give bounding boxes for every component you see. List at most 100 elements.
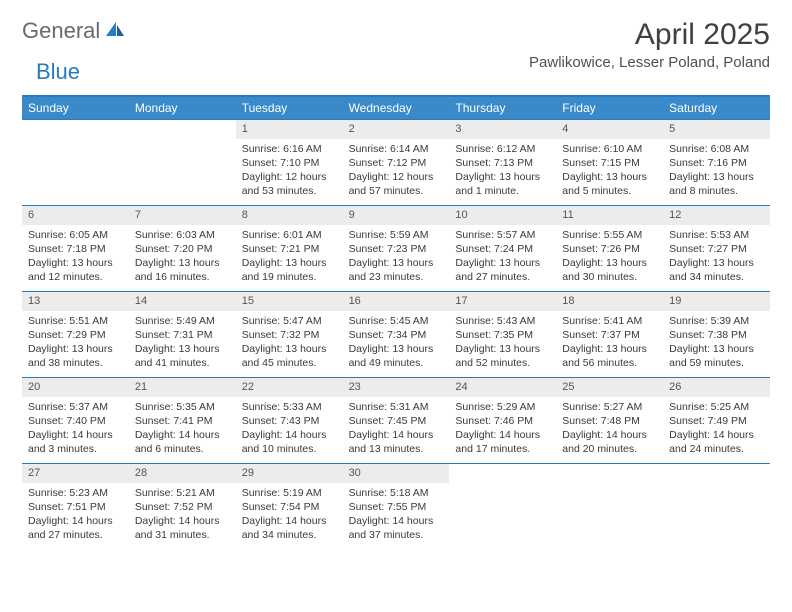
brand-part1: General bbox=[22, 18, 100, 44]
calendar-cell: 23Sunrise: 5:31 AMSunset: 7:45 PMDayligh… bbox=[343, 377, 450, 463]
day-body: Sunrise: 6:12 AMSunset: 7:13 PMDaylight:… bbox=[449, 139, 556, 205]
day-number: 1 bbox=[236, 120, 343, 139]
daylight-text: Daylight: 14 hours and 17 minutes. bbox=[455, 428, 550, 456]
sunrise-text: Sunrise: 5:47 AM bbox=[242, 314, 337, 328]
day-number: 28 bbox=[129, 464, 236, 483]
day-number: 16 bbox=[343, 292, 450, 311]
calendar-cell: 20Sunrise: 5:37 AMSunset: 7:40 PMDayligh… bbox=[22, 377, 129, 463]
calendar-cell: 21Sunrise: 5:35 AMSunset: 7:41 PMDayligh… bbox=[129, 377, 236, 463]
sunrise-text: Sunrise: 5:21 AM bbox=[135, 486, 230, 500]
daylight-text: Daylight: 14 hours and 3 minutes. bbox=[28, 428, 123, 456]
day-number: 23 bbox=[343, 378, 450, 397]
calendar-cell-empty bbox=[129, 119, 236, 205]
sunrise-text: Sunrise: 6:16 AM bbox=[242, 142, 337, 156]
calendar-cell: 16Sunrise: 5:45 AMSunset: 7:34 PMDayligh… bbox=[343, 291, 450, 377]
calendar-cell: 25Sunrise: 5:27 AMSunset: 7:48 PMDayligh… bbox=[556, 377, 663, 463]
daylight-text: Daylight: 14 hours and 34 minutes. bbox=[242, 514, 337, 542]
calendar-cell: 29Sunrise: 5:19 AMSunset: 7:54 PMDayligh… bbox=[236, 463, 343, 549]
calendar-cell: 22Sunrise: 5:33 AMSunset: 7:43 PMDayligh… bbox=[236, 377, 343, 463]
daylight-text: Daylight: 13 hours and 23 minutes. bbox=[349, 256, 444, 284]
daylight-text: Daylight: 14 hours and 24 minutes. bbox=[669, 428, 764, 456]
sunrise-text: Sunrise: 5:57 AM bbox=[455, 228, 550, 242]
sunset-text: Sunset: 7:41 PM bbox=[135, 414, 230, 428]
day-body: Sunrise: 5:41 AMSunset: 7:37 PMDaylight:… bbox=[556, 311, 663, 377]
sunset-text: Sunset: 7:46 PM bbox=[455, 414, 550, 428]
calendar-cell: 3Sunrise: 6:12 AMSunset: 7:13 PMDaylight… bbox=[449, 119, 556, 205]
day-body: Sunrise: 5:18 AMSunset: 7:55 PMDaylight:… bbox=[343, 483, 450, 549]
sunset-text: Sunset: 7:12 PM bbox=[349, 156, 444, 170]
day-number: 19 bbox=[663, 292, 770, 311]
sunrise-text: Sunrise: 5:33 AM bbox=[242, 400, 337, 414]
day-body: Sunrise: 5:59 AMSunset: 7:23 PMDaylight:… bbox=[343, 225, 450, 291]
calendar-cell: 4Sunrise: 6:10 AMSunset: 7:15 PMDaylight… bbox=[556, 119, 663, 205]
calendar-cell: 9Sunrise: 5:59 AMSunset: 7:23 PMDaylight… bbox=[343, 205, 450, 291]
day-body: Sunrise: 6:08 AMSunset: 7:16 PMDaylight:… bbox=[663, 139, 770, 205]
sunrise-text: Sunrise: 6:05 AM bbox=[28, 228, 123, 242]
day-body: Sunrise: 5:49 AMSunset: 7:31 PMDaylight:… bbox=[129, 311, 236, 377]
day-body: Sunrise: 5:39 AMSunset: 7:38 PMDaylight:… bbox=[663, 311, 770, 377]
sunrise-text: Sunrise: 5:59 AM bbox=[349, 228, 444, 242]
daylight-text: Daylight: 14 hours and 20 minutes. bbox=[562, 428, 657, 456]
day-body: Sunrise: 5:43 AMSunset: 7:35 PMDaylight:… bbox=[449, 311, 556, 377]
day-number: 14 bbox=[129, 292, 236, 311]
calendar-cell: 10Sunrise: 5:57 AMSunset: 7:24 PMDayligh… bbox=[449, 205, 556, 291]
calendar-cell: 7Sunrise: 6:03 AMSunset: 7:20 PMDaylight… bbox=[129, 205, 236, 291]
daylight-text: Daylight: 13 hours and 49 minutes. bbox=[349, 342, 444, 370]
day-body: Sunrise: 5:23 AMSunset: 7:51 PMDaylight:… bbox=[22, 483, 129, 549]
day-body: Sunrise: 5:33 AMSunset: 7:43 PMDaylight:… bbox=[236, 397, 343, 463]
day-body: Sunrise: 5:47 AMSunset: 7:32 PMDaylight:… bbox=[236, 311, 343, 377]
daylight-text: Daylight: 14 hours and 6 minutes. bbox=[135, 428, 230, 456]
daylight-text: Daylight: 14 hours and 31 minutes. bbox=[135, 514, 230, 542]
sunrise-text: Sunrise: 6:12 AM bbox=[455, 142, 550, 156]
daylight-text: Daylight: 14 hours and 13 minutes. bbox=[349, 428, 444, 456]
dayheader-saturday: Saturday bbox=[663, 97, 770, 119]
day-number: 10 bbox=[449, 206, 556, 225]
sunrise-text: Sunrise: 5:51 AM bbox=[28, 314, 123, 328]
brand-part2: Blue bbox=[36, 59, 80, 84]
calendar-cell: 11Sunrise: 5:55 AMSunset: 7:26 PMDayligh… bbox=[556, 205, 663, 291]
day-body: Sunrise: 5:55 AMSunset: 7:26 PMDaylight:… bbox=[556, 225, 663, 291]
day-number: 9 bbox=[343, 206, 450, 225]
sunrise-text: Sunrise: 6:01 AM bbox=[242, 228, 337, 242]
sunrise-text: Sunrise: 5:43 AM bbox=[455, 314, 550, 328]
calendar-cell: 27Sunrise: 5:23 AMSunset: 7:51 PMDayligh… bbox=[22, 463, 129, 549]
dayheader-friday: Friday bbox=[556, 97, 663, 119]
daylight-text: Daylight: 14 hours and 10 minutes. bbox=[242, 428, 337, 456]
day-number: 12 bbox=[663, 206, 770, 225]
calendar-cell: 26Sunrise: 5:25 AMSunset: 7:49 PMDayligh… bbox=[663, 377, 770, 463]
sunset-text: Sunset: 7:24 PM bbox=[455, 242, 550, 256]
day-body: Sunrise: 5:29 AMSunset: 7:46 PMDaylight:… bbox=[449, 397, 556, 463]
daylight-text: Daylight: 14 hours and 27 minutes. bbox=[28, 514, 123, 542]
day-number: 29 bbox=[236, 464, 343, 483]
sunrise-text: Sunrise: 5:37 AM bbox=[28, 400, 123, 414]
daylight-text: Daylight: 13 hours and 59 minutes. bbox=[669, 342, 764, 370]
location-text: Pawlikowice, Lesser Poland, Poland bbox=[529, 54, 770, 71]
sunset-text: Sunset: 7:23 PM bbox=[349, 242, 444, 256]
sunset-text: Sunset: 7:51 PM bbox=[28, 500, 123, 514]
daylight-text: Daylight: 12 hours and 53 minutes. bbox=[242, 170, 337, 198]
month-title: April 2025 bbox=[529, 18, 770, 52]
sunrise-text: Sunrise: 5:41 AM bbox=[562, 314, 657, 328]
daylight-text: Daylight: 13 hours and 38 minutes. bbox=[28, 342, 123, 370]
sunset-text: Sunset: 7:43 PM bbox=[242, 414, 337, 428]
calendar-cell: 28Sunrise: 5:21 AMSunset: 7:52 PMDayligh… bbox=[129, 463, 236, 549]
brand-sail-icon bbox=[104, 20, 126, 43]
sunrise-text: Sunrise: 6:08 AM bbox=[669, 142, 764, 156]
daylight-text: Daylight: 13 hours and 12 minutes. bbox=[28, 256, 123, 284]
sunset-text: Sunset: 7:45 PM bbox=[349, 414, 444, 428]
day-body: Sunrise: 5:51 AMSunset: 7:29 PMDaylight:… bbox=[22, 311, 129, 377]
sunrise-text: Sunrise: 5:19 AM bbox=[242, 486, 337, 500]
calendar-grid: SundayMondayTuesdayWednesdayThursdayFrid… bbox=[22, 95, 770, 549]
day-body: Sunrise: 5:37 AMSunset: 7:40 PMDaylight:… bbox=[22, 397, 129, 463]
day-number: 17 bbox=[449, 292, 556, 311]
day-number: 7 bbox=[129, 206, 236, 225]
sunset-text: Sunset: 7:13 PM bbox=[455, 156, 550, 170]
brand-logo: General bbox=[22, 18, 130, 44]
sunset-text: Sunset: 7:10 PM bbox=[242, 156, 337, 170]
day-number: 21 bbox=[129, 378, 236, 397]
dayheader-sunday: Sunday bbox=[22, 97, 129, 119]
sunset-text: Sunset: 7:48 PM bbox=[562, 414, 657, 428]
sunrise-text: Sunrise: 6:03 AM bbox=[135, 228, 230, 242]
day-number: 25 bbox=[556, 378, 663, 397]
sunset-text: Sunset: 7:31 PM bbox=[135, 328, 230, 342]
